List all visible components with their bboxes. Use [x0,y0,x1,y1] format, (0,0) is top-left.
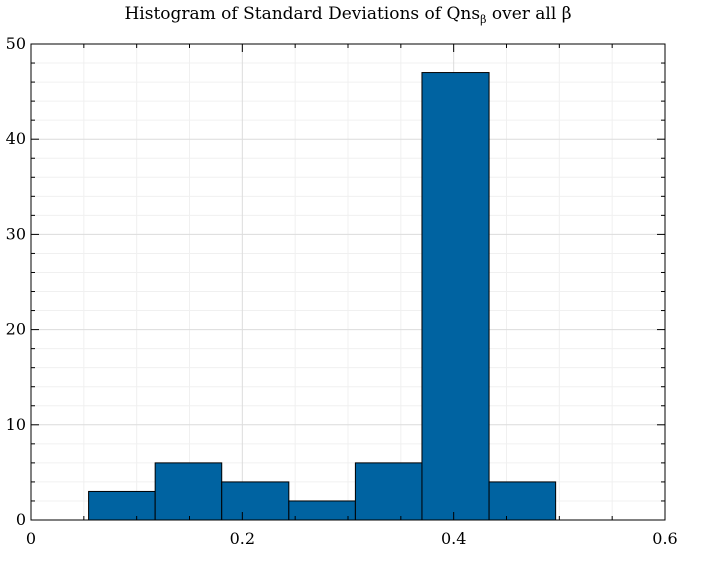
histogram-bar [154,462,223,521]
y-tick-label: 30 [6,224,26,243]
x-tick-label: 0.6 [652,529,677,548]
chart-title: Histogram of Standard Deviations of Qnsβ… [124,4,571,26]
histogram-bar [421,72,490,521]
histogram-bar [288,500,356,521]
x-tick-label: 0.4 [441,529,466,548]
y-tick-label: 0 [16,510,26,529]
bars [88,72,557,521]
y-tick-label: 20 [6,320,26,339]
x-tick-label: 0.2 [230,529,255,548]
histogram-bar [354,462,423,521]
ticks [30,43,666,521]
y-tick-label: 50 [6,34,26,53]
x-tick-labels: 0 0.2 0.4 0.6 [26,529,678,548]
y-tick-labels: 0 10 20 30 40 50 [6,34,26,529]
histogram-bar [488,481,557,521]
histogram-bar [221,481,290,521]
minor-grid [31,44,665,520]
y-tick-label: 10 [6,415,26,434]
x-tick-label: 0 [26,529,36,548]
histogram-bar [88,490,156,521]
y-tick-label: 40 [6,129,26,148]
